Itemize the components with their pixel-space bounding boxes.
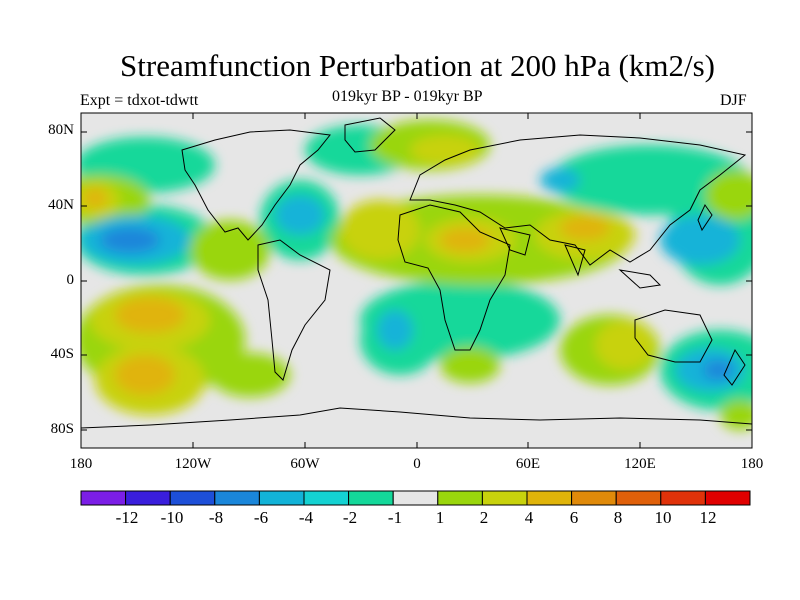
colorbar-label: 6: [569, 508, 579, 527]
lat-label-0: 0: [66, 272, 75, 288]
lon-label-180-left: 180: [69, 456, 93, 472]
colorbar-label: 10: [654, 508, 672, 527]
colorbar-label: -8: [208, 508, 224, 527]
colorbar-swatch: [392, 490, 439, 506]
lat-label-40S: 40S: [50, 346, 74, 362]
colorbar-swatch: [481, 490, 528, 506]
colorbar-label: 1: [435, 508, 445, 527]
axis-ticks: [81, 113, 752, 448]
lon-label-180-right: 180: [740, 456, 764, 472]
experiment-label: Expt = tdxot-tdwtt: [80, 92, 199, 109]
colorbar-swatch: [258, 490, 305, 506]
lon-label-0: 0: [413, 456, 421, 472]
colorbar-swatch: [80, 490, 127, 506]
lat-label-80N: 80N: [48, 122, 74, 138]
colorbar-swatch: [526, 490, 573, 506]
colorbar-label: -6: [253, 508, 269, 527]
colorbar-swatch: [704, 490, 751, 506]
season-label: DJF: [720, 92, 747, 109]
colorbar-swatch: [660, 490, 706, 506]
colorbar-label: 8: [613, 508, 623, 527]
colorbar-label: 12: [699, 508, 717, 527]
colorbar-swatch: [303, 490, 350, 506]
colorbar-label: 2: [479, 508, 489, 527]
colorbar-label: 4: [524, 508, 534, 527]
lat-label-40N: 40N: [48, 197, 74, 213]
colorbar-label: -1: [387, 508, 403, 527]
colorbar-label: -4: [298, 508, 314, 527]
lon-label-60E: 60E: [515, 456, 541, 472]
coastline-layer: [81, 117, 752, 429]
lon-label-60W: 60W: [290, 456, 320, 472]
lon-label-120W: 120W: [174, 456, 212, 472]
colorbar-swatch: [571, 490, 617, 506]
colorbar-swatch: [615, 490, 662, 506]
colorbar-swatch: [348, 490, 394, 506]
colorbar-label: -10: [160, 508, 184, 527]
colorbar-label: -2: [342, 508, 358, 527]
colorbar-swatch: [437, 490, 483, 506]
map-title: Streamfunction Perturbation at 200 hPa (…: [120, 48, 715, 83]
lon-label-120E: 120E: [624, 456, 656, 472]
colorbar-label: -12: [115, 508, 139, 527]
colorbar-swatch: [125, 490, 171, 506]
colorbar-swatch: [214, 490, 260, 506]
period-label: 019kyr BP - 019kyr BP: [332, 88, 483, 105]
colorbar-swatch: [169, 490, 216, 506]
colorbar: [80, 490, 751, 506]
lat-label-80S: 80S: [50, 421, 74, 437]
